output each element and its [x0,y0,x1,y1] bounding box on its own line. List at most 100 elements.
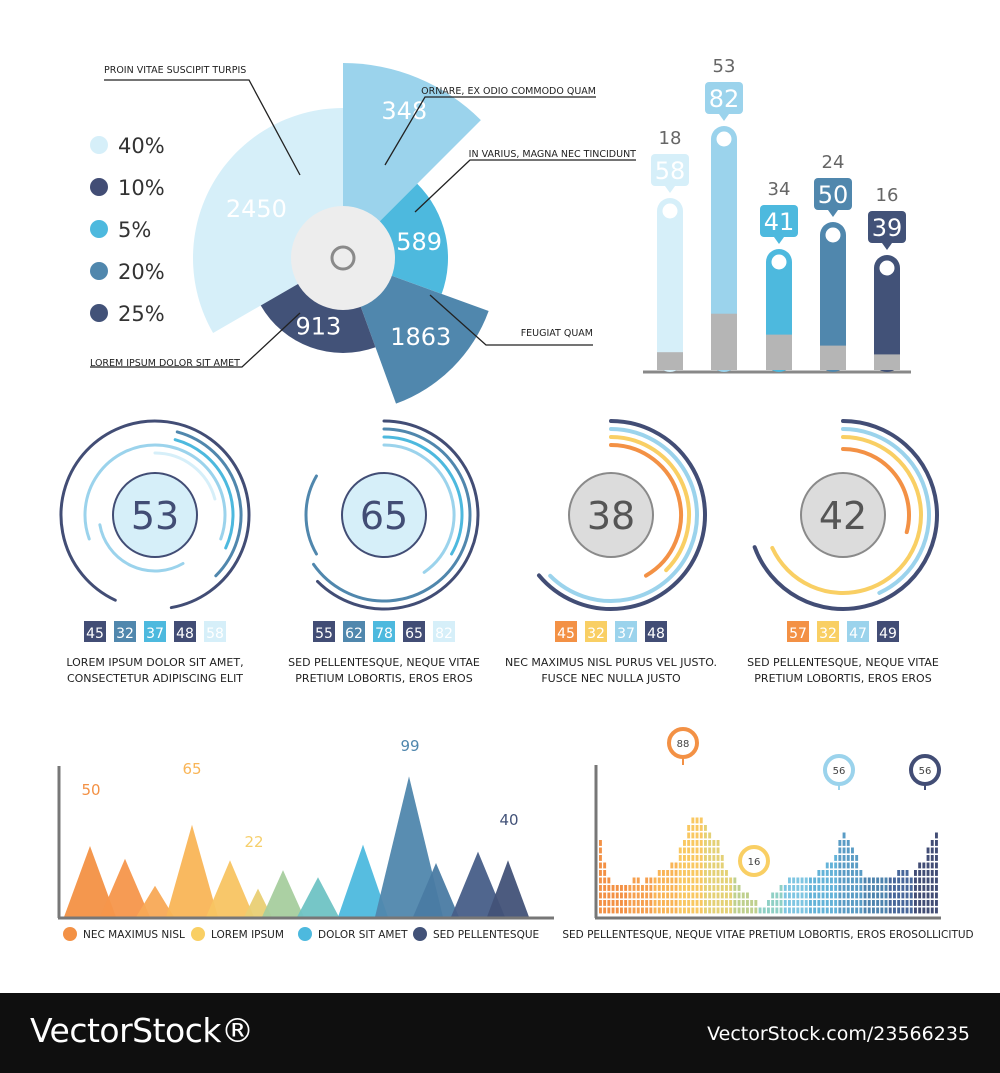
stack-segment [687,840,691,846]
stack-segment [872,907,875,914]
stack-segment [855,855,859,861]
stack-segment [922,900,926,906]
capsule-bar [820,222,846,372]
stack-marker-value: 56 [919,766,932,777]
stack-segment [704,825,707,831]
ring-value-text: 45 [557,626,575,642]
stack-segment [846,877,850,884]
stack-segment [821,892,825,899]
ring-value-text: 57 [789,626,807,642]
stack-segment [851,892,854,899]
capsule-gray-segment [711,313,737,370]
peak-triangle [206,860,254,917]
stack-segment [691,892,695,899]
stack-segment [846,847,850,854]
radial-chart: 2450 PROIN VITAE SUSCIPIT TURPIS 348ORNARE… [90,63,636,404]
radial-slice [343,63,481,258]
stack-segment [838,885,842,891]
stack-segment [846,885,850,891]
stack-segment [632,907,636,914]
ring-value-badge [615,621,637,642]
ring-center-value: 42 [819,494,867,538]
peak-value-label: 50 [81,781,100,799]
brand-logo[interactable]: VectorStock® [30,1011,254,1050]
radial-slice-value: 913 [295,313,341,341]
peak-legend-label: NEC MAXIMUS NISL [83,929,185,941]
stack-segment [712,900,716,906]
stack-segment [851,862,854,869]
stack-segment [695,855,699,861]
stack-segment [691,840,695,846]
stack-segment [893,892,896,899]
stack-segment [611,892,615,899]
stack-segment [779,900,783,906]
stack-segment [851,877,854,884]
stack-segment [880,892,884,899]
stack-segment [750,907,754,914]
legend-dot [90,262,108,280]
capsule-bar [874,255,900,372]
stack-segment [935,907,938,914]
stack-segment [746,907,749,914]
stack-segment [687,885,691,891]
stack-segment [695,907,699,914]
ring-center-value: 38 [587,494,635,538]
stack-segment [746,900,749,906]
stack-segment [792,907,796,914]
ring-arc [382,435,464,556]
stack-segment [645,900,649,906]
capsule-knob [877,258,897,278]
stack-segment [683,870,686,876]
peak-legend-dot [298,927,312,941]
stack-segment [796,900,800,906]
stack-segment [708,885,712,891]
stack-segment [649,907,653,914]
ring-value-badge [373,621,395,642]
stack-segment [872,900,875,906]
stack-segment [683,900,686,906]
stack-segment [851,900,854,906]
stack-segment [708,870,712,876]
stack-segment [645,907,649,914]
stack-segment [678,900,682,906]
ring-arc [536,419,707,611]
stack-segment [779,885,783,891]
stack-segment [649,885,653,891]
stack-segment [666,900,670,906]
stack-segment [855,907,859,914]
stack-segment [821,900,825,906]
stack-segment [821,885,825,891]
stack-segment [825,877,829,884]
stack-segment [901,907,905,914]
stack-segment [905,900,909,906]
stack-segment [708,892,712,899]
stack-segment [649,900,653,906]
stack-segment [909,907,913,914]
stack-segment [716,885,720,891]
stack-segment [834,877,838,884]
radial-hub [291,206,395,310]
stack-segment [863,877,867,884]
stack-segment [657,885,661,891]
stack-segment [741,900,745,906]
ring-value-text: 58 [206,626,224,642]
stack-segment [683,907,686,914]
stack-segment [720,892,724,899]
capsule-bubble-tail [828,210,838,217]
stack-segment [884,907,888,914]
stack-segment [632,885,636,891]
stack-segment [897,892,901,899]
stack-segment [746,892,749,899]
stack-segment [662,900,665,906]
stack-segment [779,892,783,899]
stack-segment [687,832,691,839]
radial-slice-label: ORNARE, EX ODIO COMMODO QUAM [421,86,596,97]
stack-segment [683,877,686,884]
ring-value-badge [877,621,899,642]
stack-segment [695,877,699,884]
stack-segment [725,877,728,884]
stack-segment [666,892,670,899]
stack-segment [930,885,934,891]
stack-segment [716,855,720,861]
stack-segment [905,892,909,899]
